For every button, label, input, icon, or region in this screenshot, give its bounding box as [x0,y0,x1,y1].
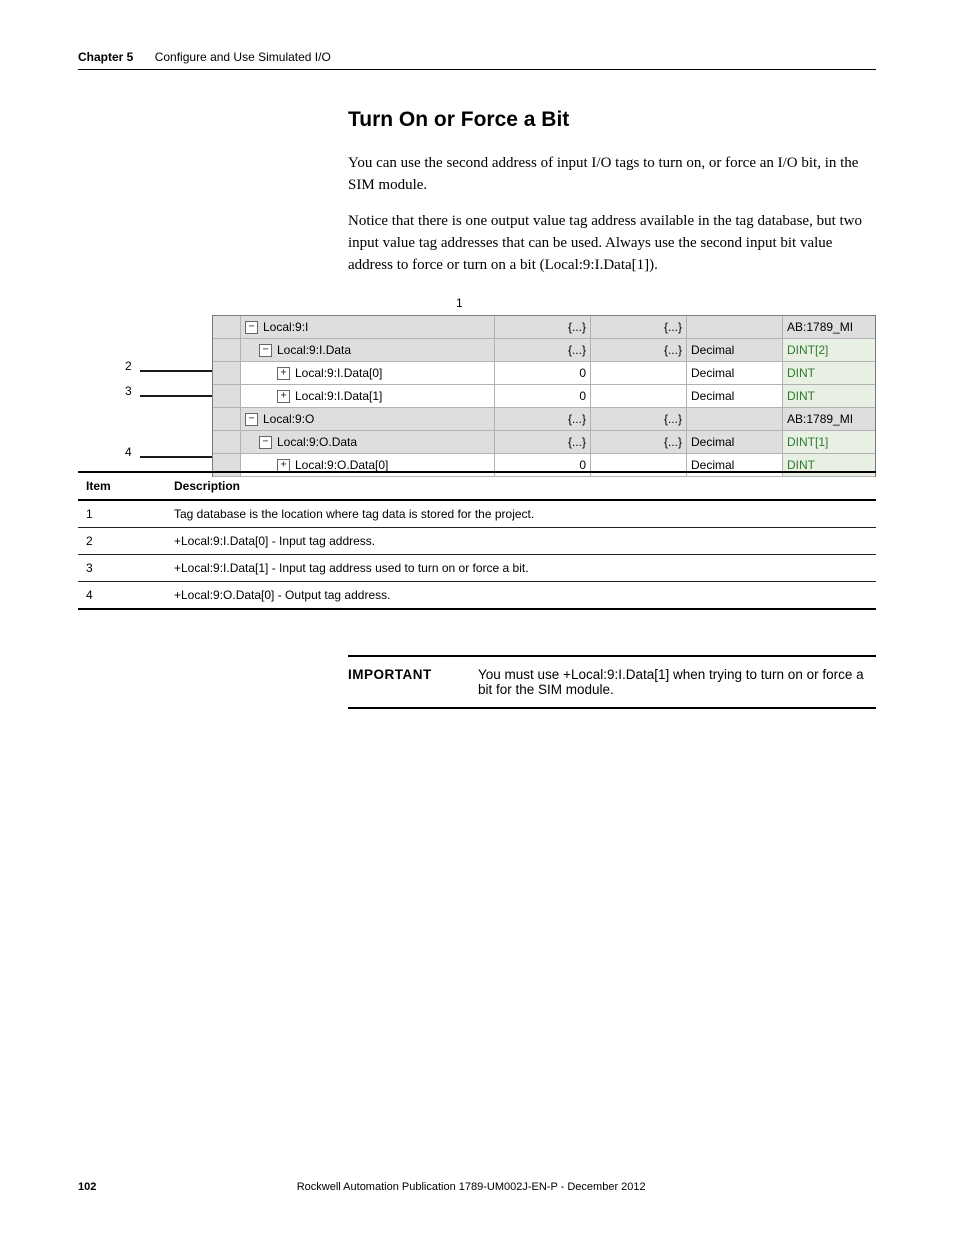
expand-icon[interactable]: + [277,390,290,403]
chapter-title: Configure and Use Simulated I/O [155,50,331,64]
collapse-icon[interactable]: − [245,413,258,426]
tag-name: Local:9:O [263,408,314,430]
tag-name: Local:9:I.Data[1] [295,385,382,407]
tag-format: Decimal [687,385,783,407]
tag-force: {...} [591,316,687,338]
page-number: 102 [78,1181,96,1193]
tag-force [591,362,687,384]
tag-type: AB:1789_MI [783,408,875,430]
tag-value: {...} [495,339,591,361]
expand-icon[interactable]: + [277,367,290,380]
desc-head-description: Description [166,472,876,500]
tag-type: DINT[2] [783,339,875,361]
table-row: −Local:9:I.Data{...}{...}DecimalDINT[2] [213,339,875,362]
tag-name: Local:9:I.Data [277,339,351,361]
footer: 102 Rockwell Automation Publication 1789… [78,1181,876,1193]
expand-icon[interactable]: + [277,459,290,472]
table-row: −Local:9:O {...}{...} AB:1789_MI [213,408,875,431]
callout-3: 3 [125,384,132,398]
table-row: 4+Local:9:O.Data[0] - Output tag address… [78,582,876,610]
tag-type: DINT[1] [783,431,875,453]
paragraph-1: You can use the second address of input … [348,153,876,197]
item-description: +Local:9:I.Data[0] - Input tag address. [166,528,876,555]
item-number: 3 [78,555,166,582]
tag-format [687,408,783,430]
header-rule [78,69,876,70]
table-row: −Local:9:O.Data{...}{...}DecimalDINT[1] [213,431,875,454]
collapse-icon[interactable]: − [259,344,272,357]
desc-body: 1Tag database is the location where tag … [78,500,876,609]
running-header: Chapter 5 Configure and Use Simulated I/… [78,50,331,64]
section-heading: Turn On or Force a Bit [348,108,569,132]
tag-value: {...} [495,431,591,453]
tag-force: {...} [591,431,687,453]
table-row: + Local:9:I.Data[1] 0 DecimalDINT [213,385,875,408]
publication-info: Rockwell Automation Publication 1789-UM0… [297,1181,646,1193]
table-row: 2+Local:9:I.Data[0] - Input tag address. [78,528,876,555]
important-callout: IMPORTANT You must use +Local:9:I.Data[1… [348,655,876,709]
tag-force: {...} [591,408,687,430]
tag-type: DINT [783,362,875,384]
tag-value: {...} [495,316,591,338]
item-number: 2 [78,528,166,555]
item-description: +Local:9:I.Data[1] - Input tag address u… [166,555,876,582]
item-description: Tag database is the location where tag d… [166,500,876,528]
paragraph-2: Notice that there is one output value ta… [348,211,876,276]
item-number: 1 [78,500,166,528]
chapter-label: Chapter 5 [78,50,133,64]
tag-name: Local:9:I [263,316,308,338]
tag-format [687,316,783,338]
page: Chapter 5 Configure and Use Simulated I/… [0,0,954,1235]
tag-format: Decimal [687,431,783,453]
tag-format: Decimal [687,339,783,361]
important-text: You must use +Local:9:I.Data[1] when try… [478,667,876,697]
table-row: 3+Local:9:I.Data[1] - Input tag address … [78,555,876,582]
callout-1: 1 [456,296,463,310]
tag-format: Decimal [687,362,783,384]
tag-force [591,385,687,407]
tag-database-grid: −Local:9:I{...}{...}AB:1789_MI−Local:9:I… [212,315,876,477]
callout-4: 4 [125,445,132,459]
tag-type: DINT [783,385,875,407]
item-description: +Local:9:O.Data[0] - Output tag address. [166,582,876,610]
desc-head-item: Item [78,472,166,500]
table-row: −Local:9:I {...}{...} AB:1789_MI [213,316,875,339]
tag-name: Local:9:O.Data [277,431,357,453]
important-label: IMPORTANT [348,667,478,697]
tag-force: {...} [591,339,687,361]
tag-name: Local:9:I.Data[0] [295,362,382,384]
tag-value: 0 [495,385,591,407]
item-description-table: Item Description 1Tag database is the lo… [78,471,876,610]
tag-value: {...} [495,408,591,430]
item-number: 4 [78,582,166,610]
tag-value: 0 [495,362,591,384]
collapse-icon[interactable]: − [259,436,272,449]
table-row: + Local:9:I.Data[0] 0 DecimalDINT [213,362,875,385]
callout-2: 2 [125,359,132,373]
collapse-icon[interactable]: − [245,321,258,334]
table-row: 1Tag database is the location where tag … [78,500,876,528]
tag-type: AB:1789_MI [783,316,875,338]
